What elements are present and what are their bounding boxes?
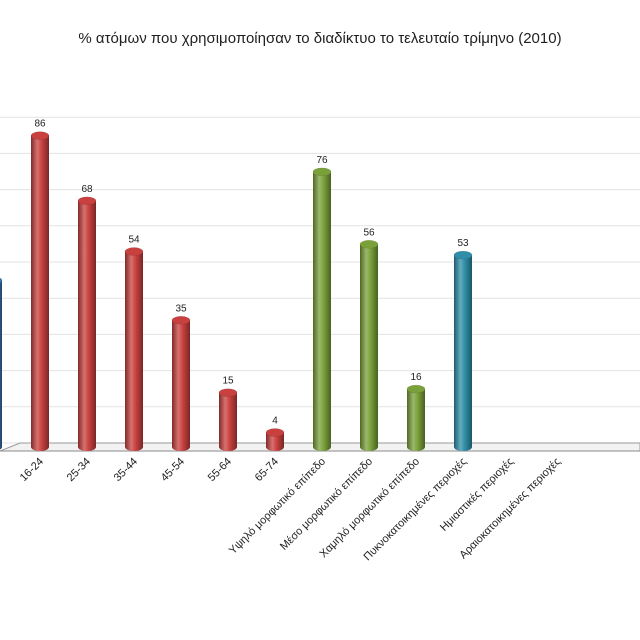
bar-total [0, 277, 3, 450]
bar-cap [359, 240, 379, 249]
category-label: Χαμηλό μορφωτικό επίπεδο [318, 456, 423, 561]
data-label: 4 [272, 416, 278, 427]
chart-title: % ατόμων που χρησιμοποίησαν το διαδίκτυο… [78, 30, 562, 47]
category-label: Υψηλό μορφωτικό επίπεδο [227, 456, 328, 557]
data-label: 15 [222, 376, 234, 387]
data-label: 86 [34, 119, 46, 130]
bar-cap [453, 250, 473, 260]
bar-cap [124, 247, 144, 256]
bar-cap [218, 388, 238, 397]
data-label: 68 [81, 184, 93, 195]
category-label: 25-34 [65, 456, 93, 484]
category-label: Αραιοκατοικημένες περιοχές [457, 456, 563, 562]
bar-35-44 [124, 247, 144, 451]
bar-Υψηλό μορφωτικό επίπεδο [312, 167, 332, 451]
data-label: 16 [410, 372, 422, 383]
bar-Μέσο μορφωτικό επίπεδο [359, 240, 379, 451]
bar-25-34 [77, 196, 97, 451]
bar-cap [0, 277, 3, 284]
bar-cap [30, 131, 50, 140]
bar-45-54 [171, 316, 191, 451]
bar-cap [312, 167, 332, 177]
bar-body [172, 320, 190, 451]
bar-body [0, 280, 2, 450]
category-label: 35-44 [112, 456, 140, 484]
bar-body [219, 392, 237, 451]
bar-cap [406, 384, 426, 394]
bar-Πυκνοκατοικημένες περιοχές [453, 250, 473, 451]
bar-body [454, 255, 472, 451]
category-label: 65-74 [253, 456, 281, 484]
bar-body [31, 135, 49, 451]
data-label: 53 [457, 238, 469, 249]
bar-body [78, 200, 96, 451]
bar-16-24 [30, 131, 50, 451]
data-label: 54 [128, 235, 140, 246]
bar-cap [265, 428, 285, 437]
bar-65-74 [265, 428, 285, 451]
bar-body [407, 389, 425, 451]
bar-body [313, 171, 331, 451]
bar-body [266, 432, 284, 451]
data-label: 76 [316, 155, 328, 166]
data-label: 35 [175, 303, 187, 314]
bar-cap [171, 316, 191, 325]
category-label: 16-24 [18, 456, 46, 484]
bar-55-64 [218, 388, 238, 451]
category-label: 55-64 [206, 456, 234, 484]
bar-cap [77, 196, 97, 206]
bar-body [125, 251, 143, 451]
data-label: 56 [363, 227, 375, 238]
bar-body [360, 244, 378, 451]
bar-Χαμηλό μορφωτικό επίπεδο [406, 384, 426, 451]
category-label: 45-54 [159, 456, 187, 484]
category-label: Μέσο μορφωτικό επίπεδο [278, 456, 375, 553]
